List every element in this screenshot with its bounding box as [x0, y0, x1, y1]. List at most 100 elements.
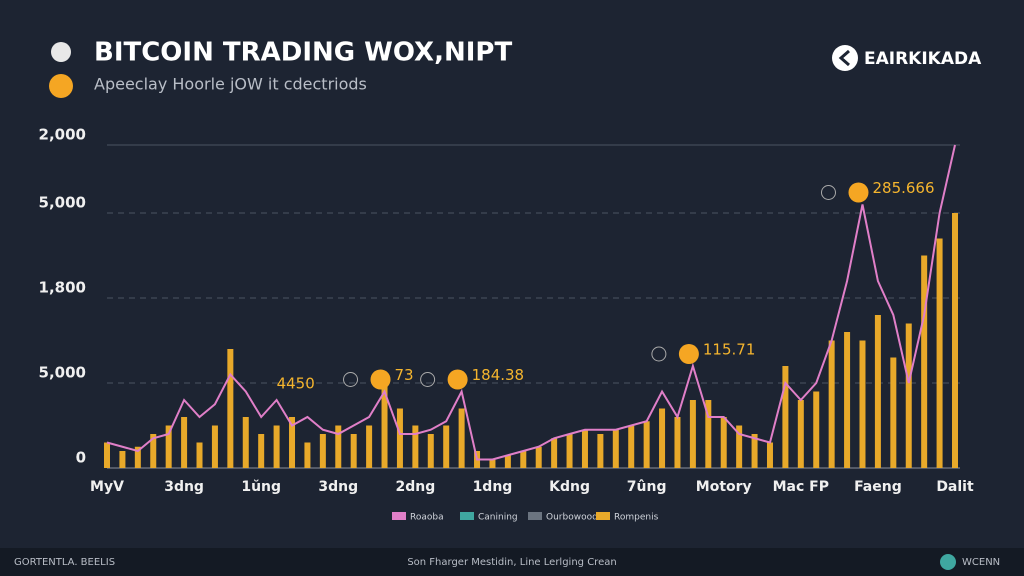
bar	[659, 408, 666, 468]
x-tick-label: Kdng	[549, 479, 590, 495]
x-tick-label: 7ûng	[627, 479, 667, 495]
y-tick-label: 5,000	[39, 194, 86, 212]
legend-label: Roaoba	[410, 513, 444, 523]
bar	[289, 417, 296, 468]
bar	[227, 349, 234, 468]
brand-icon-mark	[838, 49, 850, 67]
bitcoin-marker	[848, 182, 869, 203]
legend-swatch	[596, 512, 610, 520]
annotation: 285.666	[872, 179, 934, 197]
bar	[181, 417, 188, 468]
bar	[612, 429, 619, 468]
bitcoin-icon	[49, 74, 73, 98]
bar	[520, 451, 527, 468]
bar	[258, 434, 265, 468]
x-tick-label: Dalit	[936, 479, 974, 495]
legend-swatch	[392, 512, 406, 520]
logo-icon	[51, 42, 71, 62]
bar	[689, 400, 696, 468]
x-tick-label: 1ŭng	[241, 479, 281, 495]
bar	[273, 425, 280, 468]
bar	[674, 417, 681, 468]
annotation: 4450	[277, 375, 315, 393]
y-tick-label: 2,000	[39, 126, 86, 144]
bar	[535, 446, 542, 468]
bar	[134, 446, 141, 468]
legend-swatch	[528, 512, 542, 520]
bar	[597, 434, 604, 468]
annotation: 73	[395, 366, 414, 384]
bar	[427, 434, 434, 468]
bar	[797, 400, 804, 468]
bar	[211, 425, 218, 468]
bar	[828, 340, 835, 468]
brand: EAIRKIKADA	[864, 49, 982, 69]
bar	[366, 425, 373, 468]
legend-swatch	[460, 512, 474, 520]
x-tick-label: MyV	[90, 479, 124, 495]
annotation: 115.71	[703, 341, 756, 359]
bitcoin-marker	[370, 369, 391, 390]
legend-label: Ourbowoods	[546, 513, 603, 523]
bar	[504, 455, 511, 468]
legend-label: Canining	[478, 513, 518, 523]
bar	[412, 425, 419, 468]
bar	[381, 383, 388, 468]
bar	[813, 391, 820, 468]
subtitle: Apeeclay Hoorle jOW it cdectriods	[94, 75, 367, 94]
bitcoin-marker	[447, 369, 468, 390]
bar	[350, 434, 357, 468]
y-tick-label: 0	[76, 449, 86, 467]
marker-outline	[820, 185, 836, 200]
bar	[335, 425, 342, 468]
bar	[952, 213, 958, 468]
bar	[736, 425, 743, 468]
footer-left: GORTENTLA. BEELIS	[14, 557, 115, 568]
bar	[936, 238, 943, 468]
bar	[844, 332, 851, 468]
bar	[628, 425, 635, 468]
marker-outline	[343, 372, 359, 387]
bar	[319, 434, 326, 468]
footer-icon	[940, 554, 956, 570]
bar	[489, 459, 496, 468]
bar	[566, 434, 573, 468]
bar	[551, 438, 558, 468]
x-tick-label: Mac FP	[773, 479, 829, 495]
x-tick-label: 3dng	[164, 479, 204, 495]
bar	[581, 429, 588, 468]
legend-label: Rompenis	[614, 513, 659, 523]
bar	[705, 400, 712, 468]
x-tick-label: 1dng	[473, 479, 513, 495]
footer-bar	[0, 548, 1024, 576]
footer-right: WCENN	[962, 557, 1000, 568]
bar	[874, 315, 881, 468]
bar	[921, 255, 928, 468]
bar	[119, 451, 126, 468]
bar	[751, 434, 758, 468]
x-tick-label: Motory	[696, 479, 752, 495]
bar	[458, 408, 465, 468]
bar	[165, 425, 172, 468]
bar	[443, 425, 450, 468]
bar	[643, 421, 650, 468]
brand-icon	[832, 45, 858, 71]
line	[106, 144, 956, 461]
bar	[720, 417, 727, 468]
bar	[104, 442, 110, 468]
annotation: 184.38	[472, 366, 524, 384]
bar	[150, 434, 157, 468]
bar	[890, 357, 897, 468]
y-tick-label: 5,000	[39, 364, 86, 382]
x-tick-label: 2dng	[395, 479, 435, 495]
bar	[859, 340, 866, 468]
bar	[304, 442, 311, 468]
bar	[242, 417, 249, 468]
bitcoin-marker	[678, 344, 699, 364]
title: BITCOIN TRADING WOX,NIPT	[94, 38, 512, 68]
marker-outline	[420, 372, 436, 387]
bar	[396, 408, 403, 468]
bar	[782, 366, 789, 468]
bar	[196, 442, 203, 468]
